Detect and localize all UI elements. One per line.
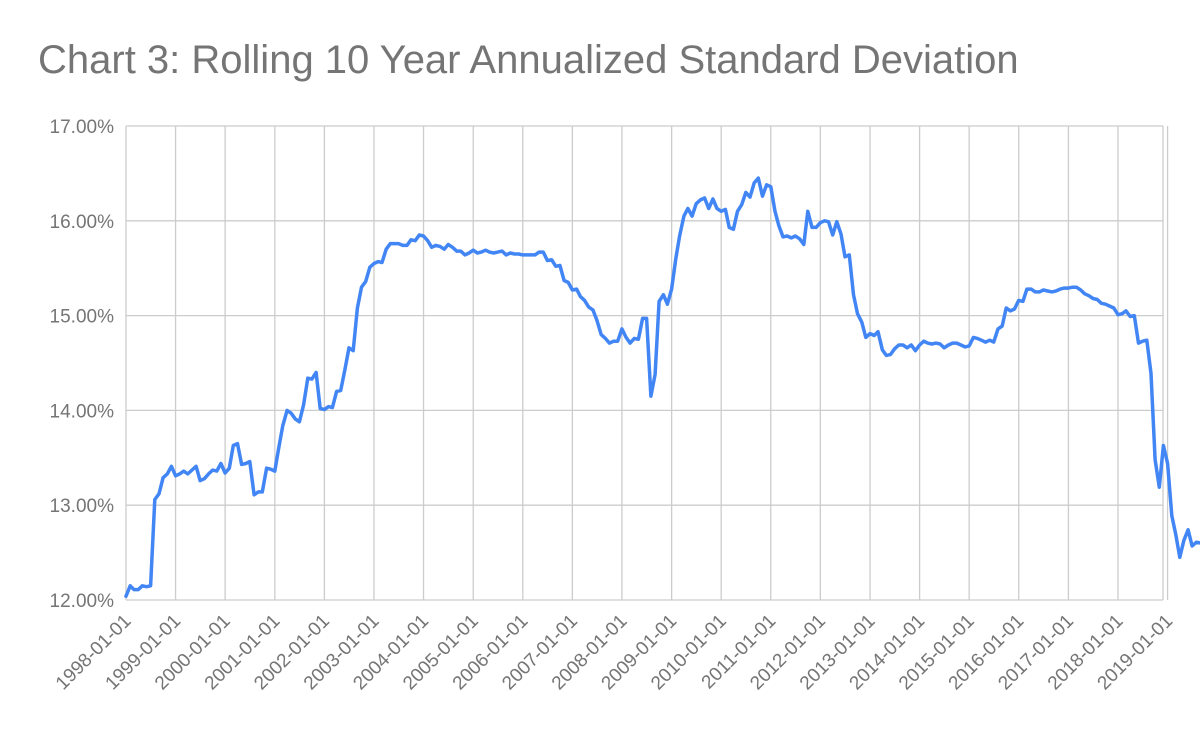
chart-title: Chart 3: Rolling 10 Year Annualized Stan… xyxy=(38,38,1019,82)
y-tick-label: 13.00% xyxy=(50,496,115,517)
series-group xyxy=(124,176,1200,598)
y-tick-label: 15.00% xyxy=(50,307,115,328)
y-axis-ticks: 12.00% 13.00% 14.00% 15.00% 16.00% 17.00% xyxy=(50,117,115,612)
y-tick-label: 12.00% xyxy=(50,591,115,612)
grid-lines xyxy=(125,125,1169,601)
series-line xyxy=(124,176,1200,598)
y-tick-label: 14.00% xyxy=(50,401,115,422)
y-tick-label: 17.00% xyxy=(50,117,115,138)
x-axis-ticks: 1998-01-011999-01-012000-01-012001-01-01… xyxy=(52,611,1177,695)
y-tick-label: 16.00% xyxy=(50,212,115,233)
